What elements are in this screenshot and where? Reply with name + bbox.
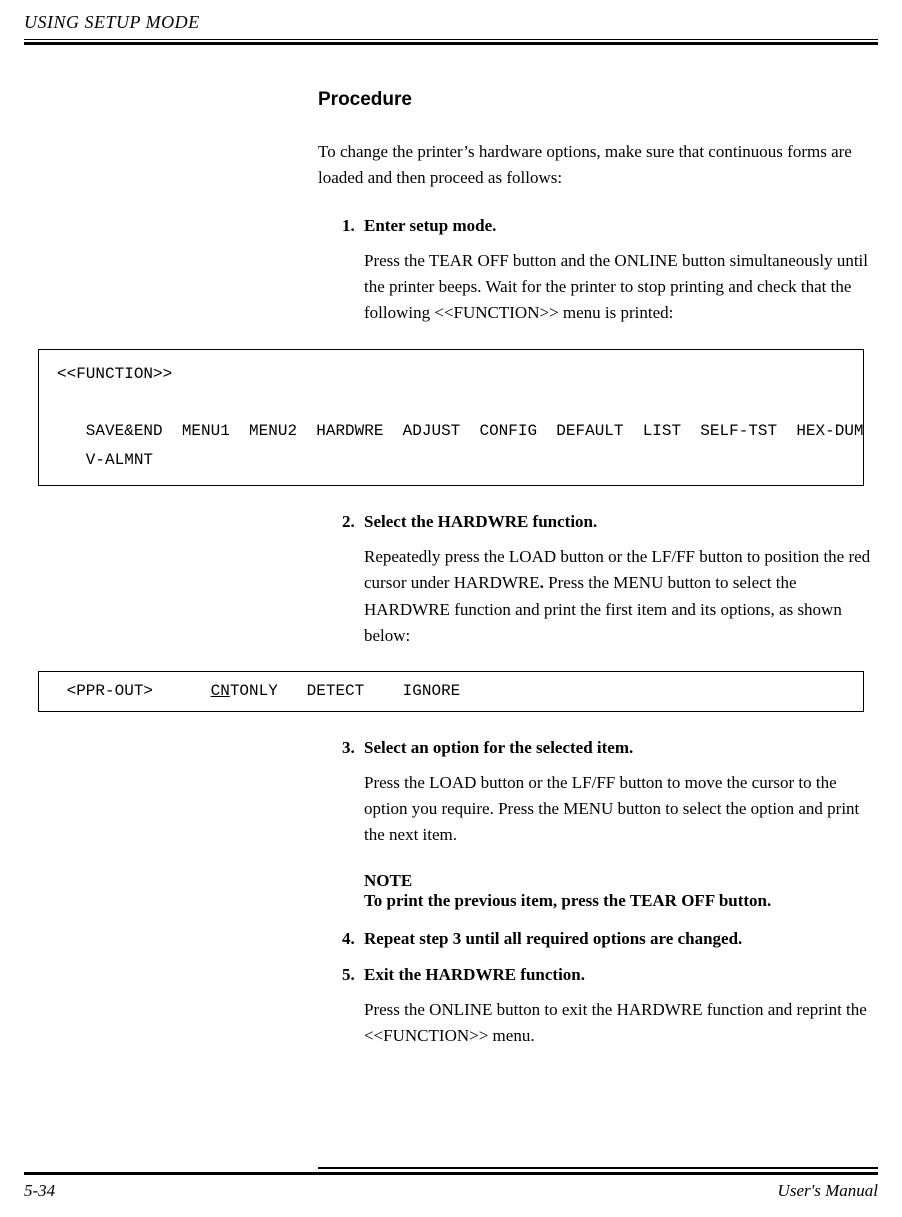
step-3-body: Press the LOAD button or the LF/FF butto…	[364, 770, 876, 849]
step-2-title: Select the HARDWRE function.	[364, 512, 597, 531]
step-3-heading: 3. Select an option for the selected ite…	[342, 738, 876, 758]
step-1-body: Press the TEAR OFF button and the ONLINE…	[364, 248, 876, 327]
step-3-title: Select an option for the selected item.	[364, 738, 633, 757]
step-2-number: 2.	[342, 512, 355, 532]
intro-paragraph: To change the printer’s hardware options…	[318, 139, 876, 192]
header-rule-thick	[24, 42, 878, 45]
function-menu-box: <<FUNCTION>> SAVE&END MENU1 MENU2 HARDWR…	[38, 349, 864, 486]
running-header: USING SETUP MODE	[24, 12, 878, 33]
step-4-number: 4.	[342, 929, 355, 949]
page-number: 5-34	[24, 1181, 55, 1201]
codebox2-underline: CN	[211, 682, 230, 700]
step-3-note-text: To print the previous item, press the TE…	[364, 891, 876, 911]
step-2-heading: 2. Select the HARDWRE function.	[342, 512, 876, 532]
codebox1-line3: V-ALMNT	[57, 451, 153, 469]
step-2-body: Repeatedly press the LOAD button or the …	[364, 544, 876, 649]
step-4-title: Repeat step 3 until all required options…	[364, 929, 742, 948]
step-3-note-label: NOTE	[364, 871, 876, 891]
step-5-heading: 5. Exit the HARDWRE function.	[342, 965, 876, 985]
ppr-out-box: <PPR-OUT> CNTONLY DETECT IGNORE	[38, 671, 864, 711]
step-1-heading: 1. Enter setup mode.	[342, 216, 876, 236]
section-title: Procedure	[318, 89, 876, 111]
step-1-title: Enter setup mode.	[364, 216, 496, 235]
codebox2-prefix: <PPR-OUT>	[57, 682, 211, 700]
step-3-number: 3.	[342, 738, 355, 758]
step-5-title: Exit the HARDWRE function.	[364, 965, 585, 984]
footer-rule-full	[24, 1172, 878, 1175]
header-rule-thin	[24, 39, 878, 40]
codebox1-line1: <<FUNCTION>>	[57, 365, 172, 383]
step-5-number: 5.	[342, 965, 355, 985]
footer-title: User's Manual	[778, 1181, 878, 1201]
codebox1-line2: SAVE&END MENU1 MENU2 HARDWRE ADJUST CONF…	[57, 422, 864, 440]
footer-rule-stub	[318, 1167, 878, 1169]
codebox2-rest: TONLY DETECT IGNORE	[230, 682, 460, 700]
step-4-heading: 4. Repeat step 3 until all required opti…	[342, 929, 876, 949]
step-1-number: 1.	[342, 216, 355, 236]
step-5-body: Press the ONLINE button to exit the HARD…	[364, 997, 876, 1050]
